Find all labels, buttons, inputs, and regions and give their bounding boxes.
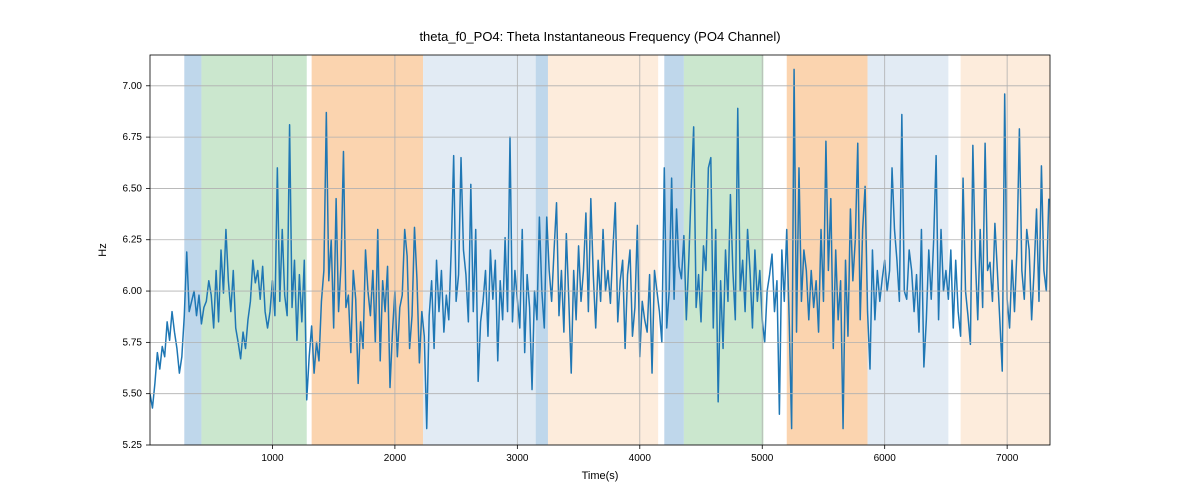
ytick-label: 6.75	[123, 132, 143, 143]
theta-frequency-chart: 1000 2000 3000 4000 5000 6000 7000 5.25 5.50 5.75…	[0, 0, 1200, 500]
xtick-label: 6000	[874, 453, 897, 464]
xtick-label: 1000	[261, 453, 284, 464]
xtick-label: 4000	[629, 453, 652, 464]
ytick-label: 5.50	[123, 389, 143, 400]
y-axis-label: Hz	[97, 243, 109, 256]
ytick-label: 7.00	[123, 81, 143, 92]
ytick-label: 6.00	[123, 286, 143, 297]
background-band-0	[184, 55, 201, 445]
xtick-label: 5000	[751, 453, 774, 464]
ytick-label: 6.25	[123, 235, 143, 246]
chart-container: 1000 2000 3000 4000 5000 6000 7000 5.25 5.50 5.75…	[0, 0, 1200, 500]
ytick-label: 6.50	[123, 183, 143, 194]
background-band-12	[868, 55, 949, 445]
xtick-label: 7000	[996, 453, 1019, 464]
ytick-label: 5.25	[123, 440, 143, 451]
ytick-label: 5.75	[123, 337, 143, 348]
chart-title: theta_f0_PO4: Theta Instantaneous Freque…	[419, 29, 780, 44]
xtick-label: 2000	[384, 453, 407, 464]
background-band-4	[423, 55, 536, 445]
plot-area	[150, 55, 1050, 445]
background-band-8	[664, 55, 684, 445]
x-axis-label: Time(s)	[582, 470, 619, 482]
xtick-label: 3000	[506, 453, 529, 464]
